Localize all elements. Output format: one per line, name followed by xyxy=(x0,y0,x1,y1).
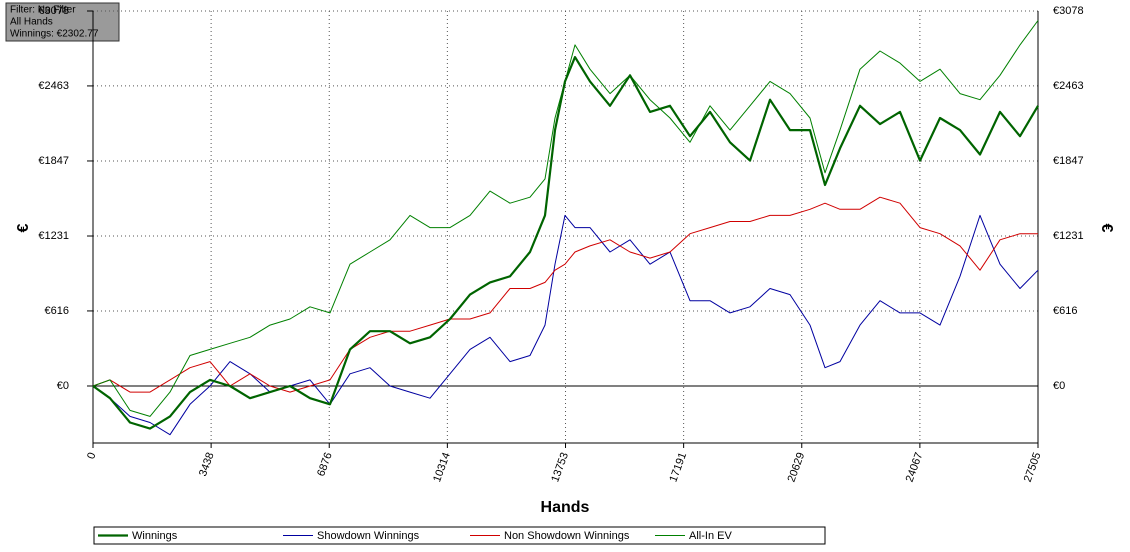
info-box-bg xyxy=(5,2,120,42)
y-tick-label: €3078 xyxy=(38,5,69,17)
x-tick-label: 0 xyxy=(85,451,98,461)
series-line xyxy=(92,214,1039,436)
x-tick-label: 27505 xyxy=(1022,451,1044,484)
x-tick-label: 20629 xyxy=(786,451,808,484)
legend-label: Non Showdown Winnings xyxy=(504,530,630,542)
x-tick-label: 13753 xyxy=(549,451,571,484)
y-tick-label: €2463 xyxy=(38,80,69,92)
y2-tick-label: €616 xyxy=(1053,305,1077,317)
legend-box xyxy=(93,526,826,545)
legend-label: Showdown Winnings xyxy=(317,530,420,542)
y-tick-label: €0 xyxy=(57,380,69,392)
y-axis-label: € xyxy=(15,223,32,232)
y2-tick-label: €0 xyxy=(1053,380,1065,392)
y2-axis-label: € xyxy=(1098,224,1115,233)
y-tick-label: €616 xyxy=(45,305,69,317)
y-tick-label: €1847 xyxy=(38,155,69,167)
info-text: All Hands xyxy=(10,17,53,28)
info-text: Filter: No Filter xyxy=(10,5,76,16)
y2-tick-label: €2463 xyxy=(1053,80,1084,92)
series-line xyxy=(92,196,1038,393)
x-tick-label: 17191 xyxy=(667,451,689,484)
series-line xyxy=(92,56,1039,430)
x-tick-label: 10314 xyxy=(431,451,453,484)
legend-label: Winnings xyxy=(132,530,178,542)
x-tick-label: 24067 xyxy=(904,451,926,484)
x-axis-label: Hands xyxy=(541,499,590,516)
y2-tick-label: €3078 xyxy=(1053,5,1084,17)
y2-tick-label: €1231 xyxy=(1053,230,1084,242)
info-text: Winnings: €2302.77 xyxy=(10,29,99,40)
y2-tick-label: €1847 xyxy=(1053,155,1084,167)
y-tick-label: €1231 xyxy=(38,230,69,242)
x-tick-label: 6876 xyxy=(315,451,335,478)
x-tick-label: 3438 xyxy=(197,451,217,478)
legend-label: All-In EV xyxy=(689,530,732,542)
